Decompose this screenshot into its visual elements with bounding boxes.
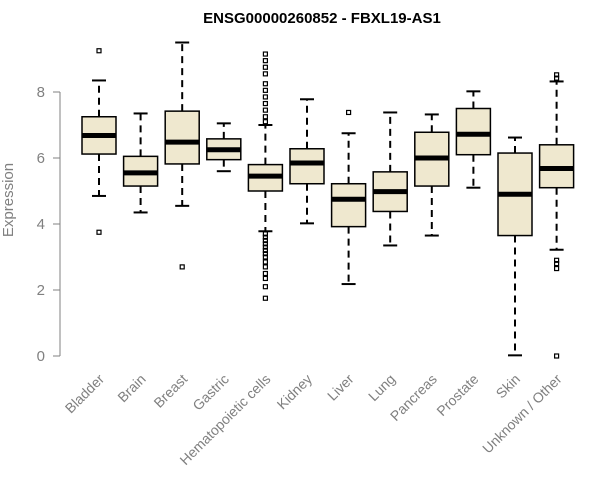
outlier-point: [553, 265, 560, 272]
outlier-point: [262, 64, 268, 70]
iqr-box: [455, 107, 492, 156]
x-tick-label: Breast: [150, 371, 190, 411]
iqr-box: [330, 182, 367, 228]
outlier-point: [262, 231, 268, 237]
y-tick-label: 2: [37, 282, 45, 299]
box-unknown-other: [538, 72, 575, 359]
outlier-point: [262, 241, 268, 247]
x-tick-label: Unknown / Other: [479, 371, 565, 457]
box-lung: [372, 111, 408, 247]
outlier-point: [262, 234, 268, 240]
outlier-point: [262, 247, 268, 253]
outlier-point: [262, 114, 268, 120]
outlier-point: [262, 295, 268, 301]
outlier-point: [262, 275, 268, 282]
outlier-point: [553, 353, 560, 359]
outlier-point: [262, 81, 268, 87]
outlier-point: [262, 237, 268, 244]
outlier-point: [262, 51, 268, 57]
boxes-group: [81, 41, 575, 359]
outlier-point: [346, 109, 352, 116]
x-tick-label: Skin: [493, 371, 524, 402]
outlier-point: [262, 107, 268, 113]
x-tick-label: Bladder: [62, 371, 108, 417]
y-tick-label: 8: [37, 84, 45, 101]
x-tick-label: Liver: [324, 371, 357, 404]
outlier-point: [262, 244, 268, 250]
iqr-box: [164, 110, 200, 165]
outlier-point: [262, 254, 268, 260]
outlier-point: [262, 100, 268, 107]
iqr-box: [289, 148, 325, 185]
outlier-point: [262, 58, 268, 64]
box-liver: [330, 109, 367, 286]
x-tick-label: Prostate: [433, 371, 481, 419]
outlier-point: [262, 264, 268, 270]
outlier-point: [262, 251, 268, 257]
outlier-point: [553, 257, 560, 263]
x-tick-label: Kidney: [274, 371, 316, 413]
box-prostate: [455, 90, 492, 189]
box-gastric: [206, 122, 242, 173]
outlier-point: [96, 229, 102, 235]
y-tick-label: 4: [37, 216, 45, 233]
outlier-point: [96, 48, 102, 54]
box-bladder: [81, 48, 117, 235]
box-breast: [164, 41, 200, 270]
box-hematopoietic-cells: [247, 51, 284, 301]
box-kidney: [289, 98, 325, 225]
chart-title: ENSG00000260852 - FBXL19-AS1: [203, 10, 441, 27]
y-tick-label: 6: [37, 150, 45, 167]
box-skin: [497, 136, 533, 357]
box-brain: [122, 112, 159, 214]
outlier-point: [262, 270, 268, 277]
outlier-point: [262, 71, 268, 77]
outlier-point: [262, 259, 268, 265]
outlier-point: [262, 119, 268, 125]
x-tick-label: Lung: [365, 371, 398, 404]
outlier-point: [553, 261, 560, 267]
outlier-point: [179, 264, 185, 270]
outlier-point: [262, 94, 268, 100]
x-tick-label: Brain: [114, 371, 148, 405]
y-axis-label: Expression: [0, 163, 17, 237]
box-pancreas: [414, 113, 450, 237]
outlier-point: [553, 72, 560, 78]
outlier-point: [262, 284, 268, 290]
outlier-point: [262, 87, 268, 93]
outlier-point: [553, 75, 560, 81]
y-axis: 0 2 4 6 8: [37, 84, 61, 365]
y-tick-label: 0: [37, 348, 45, 365]
